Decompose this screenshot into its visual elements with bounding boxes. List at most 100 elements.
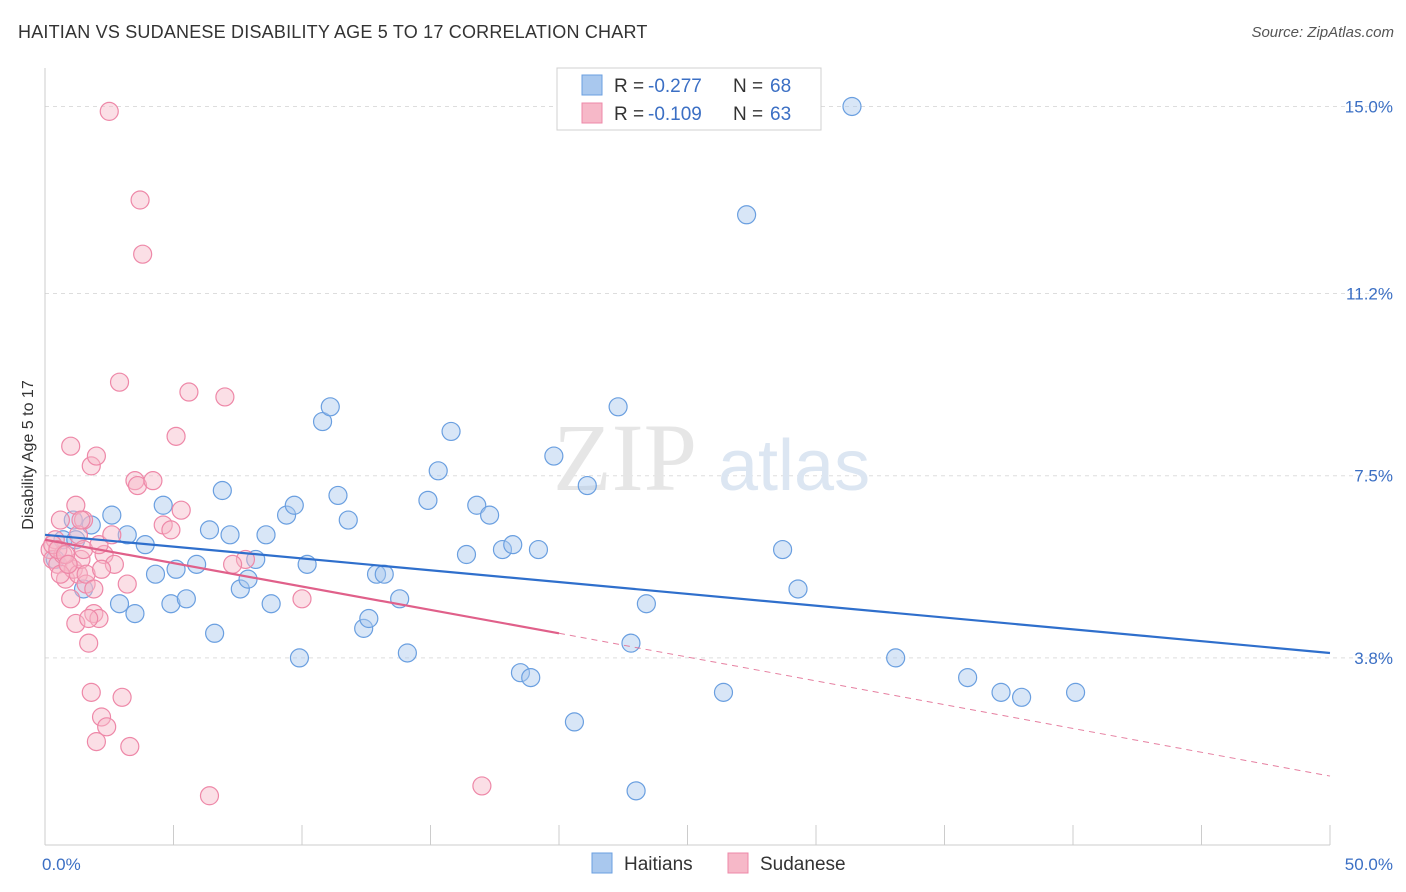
sudanese-point-60 [161, 520, 181, 540]
x-tick-labels: 0.0% 50.0% [42, 855, 1393, 874]
haitian-point-42 [456, 544, 477, 565]
axes [44, 68, 1331, 846]
sudanese-point-48 [66, 613, 86, 634]
sudanese-point-19 [89, 608, 109, 629]
haitian-point-5 [102, 505, 122, 525]
legend-swatch-haitians [581, 74, 603, 96]
bottom-legend-label-sudanese: Sudanese [760, 854, 846, 875]
sudanese-point-62 [472, 776, 492, 796]
x-tick-label-0: 0.0% [42, 855, 81, 874]
sudanese-point-54 [81, 456, 101, 476]
haitian-point-43 [467, 495, 487, 515]
haitian-point-7 [117, 525, 137, 545]
sudanese-point-40 [235, 549, 256, 570]
haitian-point-44 [480, 505, 500, 525]
haitian-point-54 [621, 633, 641, 653]
haitian-point-3 [73, 579, 94, 599]
sudanese-point-33 [143, 471, 163, 491]
sudanese-point-25 [109, 372, 130, 392]
haitian-point-18 [212, 480, 232, 501]
sudanese-point-27 [117, 574, 137, 594]
bottom-legend-label-haitians: Haitians [624, 854, 693, 875]
haitian-point-48 [521, 667, 541, 688]
haitian-point-49 [528, 539, 549, 560]
legend-r-label-0: R = [614, 76, 644, 97]
sudanese-point-37 [179, 382, 199, 402]
legend-n-label-1: N = [733, 104, 763, 125]
sudanese-point-38 [199, 786, 220, 806]
haitian-point-16 [199, 520, 220, 540]
sudanese-point-30 [127, 475, 148, 496]
sudanese-point-61 [292, 589, 312, 609]
legend-n-value-0: 68 [770, 76, 791, 97]
y-tick-label-2: 11.2% [1346, 285, 1393, 304]
y-tick-label-3: 15.0% [1345, 97, 1393, 116]
sudanese-point-23 [99, 101, 119, 121]
gridlines [45, 105, 1390, 659]
haitian-point-52 [577, 475, 597, 496]
sudanese-point-44 [50, 564, 71, 584]
sudanese-point-50 [71, 510, 91, 530]
bottom-legend-swatch-haitians [591, 852, 613, 874]
haitian-point-39 [418, 490, 438, 510]
haitian-point-56 [636, 594, 656, 614]
haitian-trend-line [44, 533, 1331, 655]
haitian-point-53 [608, 397, 628, 417]
sudanese-point-28 [120, 736, 140, 757]
haitian-point-65 [1011, 687, 1032, 707]
haitian-point-45 [492, 539, 513, 560]
haitian-point-23 [256, 525, 276, 545]
haitian-point-40 [428, 461, 448, 481]
series-haitians [45, 96, 1086, 801]
x-tick-label-1: 50.0% [1345, 855, 1393, 874]
haitian-point-41 [441, 421, 461, 442]
sudanese-point-52 [76, 564, 96, 584]
haitian-point-26 [284, 495, 304, 515]
haitian-point-46 [503, 535, 523, 555]
haitian-point-63 [958, 667, 978, 688]
haitian-point-66 [1065, 682, 1086, 702]
haitian-point-31 [328, 485, 348, 506]
haitian-point-8 [125, 603, 145, 624]
sudanese-point-32 [133, 244, 153, 264]
legend-swatch-sudanese [581, 102, 603, 124]
haitian-point-27 [289, 648, 310, 668]
haitian-point-33 [354, 618, 374, 638]
haitian-point-61 [842, 96, 862, 117]
haitian-point-64 [991, 682, 1011, 702]
haitian-point-59 [772, 539, 793, 560]
sudanese-point-47 [61, 436, 81, 456]
haitian-point-24 [261, 594, 281, 614]
haitian-point-47 [510, 663, 531, 683]
sudanese-point-10 [66, 495, 86, 515]
chart-source: Source: ZipAtlas.com [1251, 24, 1394, 41]
chart-title: HAITIAN VS SUDANESE DISABILITY AGE 5 TO … [18, 22, 648, 42]
haitian-point-20 [230, 579, 250, 599]
haitian-point-34 [359, 608, 379, 629]
sudanese-point-18 [86, 732, 107, 752]
sudanese-point-24 [104, 554, 124, 574]
sudanese-point-4 [50, 510, 71, 530]
haitian-point-19 [220, 525, 240, 545]
haitian-point-58 [737, 205, 757, 225]
series-sudanese [40, 101, 492, 806]
bottom-legend: Haitians Sudanese [591, 852, 846, 875]
legend-r-value-1: -0.109 [648, 104, 702, 125]
legend-box: R = -0.277 N = 68 R = -0.109 N = 63 [556, 67, 822, 131]
sudanese-point-8 [61, 589, 81, 609]
haitian-point-51 [564, 712, 585, 732]
sudanese-point-56 [86, 446, 107, 466]
y-tick-label-0: 3.8% [1354, 649, 1393, 668]
haitian-point-38 [397, 643, 417, 663]
sudanese-point-36 [171, 500, 191, 520]
sudanese-point-16 [81, 682, 101, 702]
haitian-point-57 [713, 682, 734, 702]
haitian-point-25 [276, 505, 297, 525]
sudanese-point-20 [91, 707, 112, 727]
legend-n-value-1: 63 [770, 104, 791, 125]
haitian-point-15 [187, 554, 207, 574]
sudanese-point-39 [215, 387, 235, 407]
haitian-point-60 [788, 579, 808, 599]
watermark-zip: ZIP [553, 404, 697, 511]
